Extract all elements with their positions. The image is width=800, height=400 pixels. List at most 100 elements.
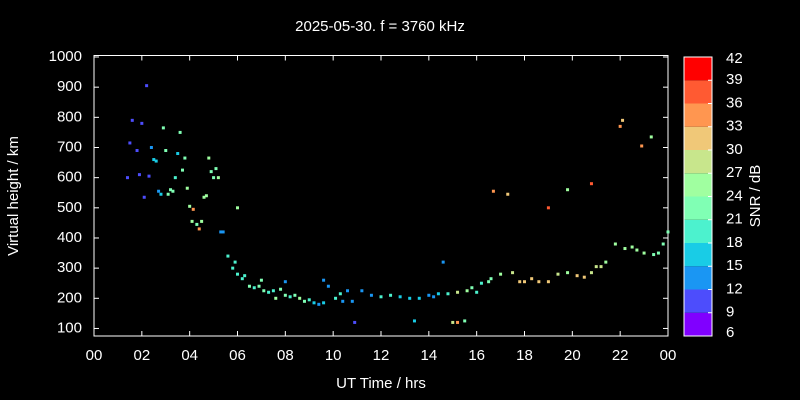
data-point	[283, 280, 287, 284]
colorbar-tick-label: 33	[726, 118, 743, 135]
x-tick-label: 08	[277, 347, 294, 364]
data-point	[128, 141, 132, 145]
data-point	[530, 277, 534, 281]
data-point	[475, 290, 479, 294]
x-tick-label: 02	[133, 347, 150, 364]
data-point	[408, 296, 412, 300]
data-point	[649, 135, 653, 139]
data-point	[233, 260, 237, 264]
data-point	[604, 260, 608, 264]
data-point	[594, 265, 598, 269]
data-point	[456, 290, 460, 294]
data-point	[589, 182, 593, 186]
data-point	[499, 272, 503, 276]
data-point	[623, 247, 627, 251]
data-point	[427, 293, 431, 297]
y-tick-label: 800	[57, 108, 82, 125]
y-tick-label: 700	[57, 138, 82, 155]
data-point	[271, 289, 275, 293]
data-point	[546, 206, 550, 210]
data-point	[149, 145, 153, 149]
data-point	[159, 192, 163, 196]
data-point	[214, 167, 218, 171]
data-point	[135, 149, 139, 153]
data-point	[176, 152, 180, 156]
data-point	[204, 194, 208, 198]
y-tick-label: 600	[57, 169, 82, 186]
data-point	[125, 176, 129, 180]
data-point	[279, 287, 283, 291]
y-tick-label: 200	[57, 289, 82, 306]
x-tick-label: 00	[660, 347, 677, 364]
data-point	[259, 278, 263, 282]
data-point	[446, 292, 450, 296]
data-point	[479, 281, 483, 285]
data-point	[152, 158, 156, 162]
colorbar-bin	[684, 150, 712, 174]
data-point	[145, 84, 149, 88]
x-tick-label: 20	[564, 347, 581, 364]
data-point	[298, 296, 302, 300]
colorbar-tick-label: 42	[726, 50, 743, 67]
data-point	[546, 280, 550, 284]
x-tick-label: 12	[373, 347, 390, 364]
y-tick-label: 300	[57, 259, 82, 276]
data-point	[635, 248, 639, 252]
data-point	[506, 192, 510, 196]
colorbar-bin	[684, 57, 712, 81]
data-point	[312, 301, 316, 305]
data-point	[369, 293, 373, 297]
data-point	[130, 118, 134, 122]
x-tick-label: 00	[86, 347, 103, 364]
data-point	[164, 149, 168, 153]
colorbar-bin	[684, 312, 712, 336]
data-point	[326, 284, 330, 288]
chart-title: 2025-05-30. f = 3760 kHz	[295, 18, 465, 35]
colorbar-bin	[684, 103, 712, 127]
data-point	[283, 293, 287, 297]
data-point	[307, 298, 311, 302]
data-point	[178, 130, 182, 134]
colorbar-tick-label: 30	[726, 141, 743, 158]
data-point	[350, 299, 354, 303]
data-point	[640, 144, 644, 148]
plot-frame	[93, 55, 669, 337]
y-axis-label: Virtual height / km	[5, 136, 22, 256]
data-point	[518, 280, 522, 284]
data-point	[470, 286, 474, 290]
data-point	[302, 299, 306, 303]
data-point	[240, 277, 244, 281]
data-point	[322, 278, 326, 282]
data-point	[212, 176, 216, 180]
data-point	[317, 302, 321, 306]
x-tick-label: 04	[181, 347, 198, 364]
colorbar-tick-label: 15	[726, 257, 743, 274]
data-point	[613, 242, 617, 246]
data-point	[197, 227, 201, 231]
data-point	[262, 289, 266, 293]
colorbar-tick-label: 39	[726, 71, 743, 88]
data-point	[353, 320, 357, 324]
data-point	[436, 292, 440, 296]
data-point	[582, 275, 586, 279]
data-point	[441, 260, 445, 264]
x-tick-label: 06	[229, 347, 246, 364]
x-tick-label: 10	[325, 347, 342, 364]
data-point	[154, 159, 158, 163]
data-point	[322, 301, 326, 305]
colorbar-bin	[684, 173, 712, 197]
data-point	[666, 230, 670, 234]
data-point	[489, 277, 493, 281]
colorbar-bin	[684, 80, 712, 104]
data-point	[618, 124, 622, 128]
x-tick-label: 14	[420, 347, 437, 364]
data-point	[243, 274, 247, 278]
data-point	[432, 295, 436, 299]
colorbar-bin	[684, 266, 712, 290]
data-point	[221, 230, 225, 234]
data-point	[252, 286, 256, 290]
colorbar-bin	[684, 289, 712, 313]
data-point	[173, 176, 177, 180]
data-point	[566, 188, 570, 192]
data-point	[288, 295, 292, 299]
